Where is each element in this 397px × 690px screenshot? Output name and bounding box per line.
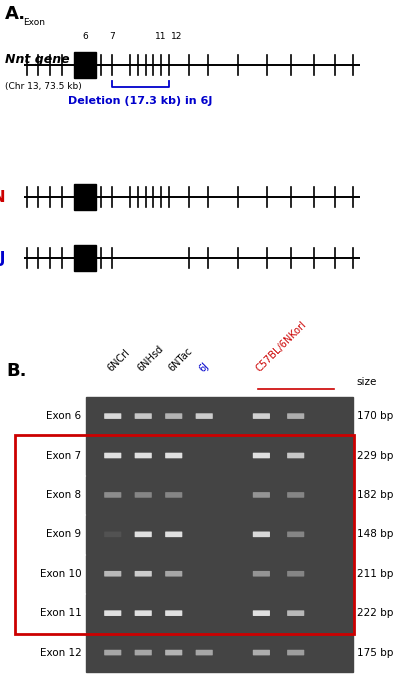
- Bar: [15, 435, 355, 633]
- FancyBboxPatch shape: [135, 492, 152, 497]
- Text: 229 bp: 229 bp: [357, 451, 394, 460]
- FancyBboxPatch shape: [104, 492, 121, 497]
- FancyBboxPatch shape: [135, 453, 152, 458]
- Text: 148 bp: 148 bp: [357, 529, 394, 540]
- Text: Exon 12: Exon 12: [40, 648, 81, 658]
- Text: 6J: 6J: [197, 360, 210, 374]
- Text: size: size: [357, 377, 377, 387]
- Text: B.: B.: [6, 362, 27, 380]
- FancyBboxPatch shape: [165, 571, 182, 577]
- FancyBboxPatch shape: [253, 611, 270, 616]
- Bar: [86, 555, 353, 593]
- Text: (Chr 13, 73.5 kb): (Chr 13, 73.5 kb): [5, 82, 82, 91]
- FancyBboxPatch shape: [196, 413, 213, 419]
- FancyBboxPatch shape: [135, 531, 152, 537]
- Bar: [73, 184, 96, 210]
- FancyBboxPatch shape: [165, 611, 182, 616]
- FancyBboxPatch shape: [165, 492, 182, 497]
- Text: 222 bp: 222 bp: [357, 608, 394, 618]
- FancyBboxPatch shape: [253, 531, 270, 537]
- Bar: [86, 397, 353, 435]
- Text: C57BL/6NKorl: C57BL/6NKorl: [254, 319, 308, 374]
- Text: Exon 7: Exon 7: [46, 451, 81, 460]
- Text: 12: 12: [171, 32, 183, 41]
- Text: 211 bp: 211 bp: [357, 569, 394, 579]
- Text: Nnt gene: Nnt gene: [5, 52, 69, 66]
- Text: 11: 11: [155, 32, 167, 41]
- Text: Exon 6: Exon 6: [46, 411, 81, 421]
- FancyBboxPatch shape: [165, 413, 182, 419]
- FancyBboxPatch shape: [253, 650, 270, 656]
- Text: Exon 11: Exon 11: [40, 608, 81, 618]
- Text: Deletion (17.3 kb) in 6J: Deletion (17.3 kb) in 6J: [68, 96, 213, 106]
- Text: Exon 10: Exon 10: [40, 569, 81, 579]
- FancyBboxPatch shape: [104, 650, 121, 656]
- FancyBboxPatch shape: [196, 650, 213, 656]
- FancyBboxPatch shape: [253, 453, 270, 458]
- FancyBboxPatch shape: [287, 453, 304, 458]
- Text: 6N: 6N: [0, 190, 5, 205]
- FancyBboxPatch shape: [253, 492, 270, 497]
- FancyBboxPatch shape: [135, 650, 152, 656]
- Text: 182 bp: 182 bp: [357, 490, 394, 500]
- FancyBboxPatch shape: [287, 531, 304, 537]
- Text: 6NCrl: 6NCrl: [106, 348, 132, 374]
- Text: Exon 9: Exon 9: [46, 529, 81, 540]
- Text: 6J: 6J: [0, 251, 5, 266]
- Text: 6: 6: [82, 32, 88, 41]
- FancyBboxPatch shape: [165, 650, 182, 656]
- Bar: [73, 246, 96, 271]
- Bar: [86, 436, 353, 475]
- Text: Exon: Exon: [23, 18, 45, 27]
- FancyBboxPatch shape: [287, 413, 304, 419]
- FancyBboxPatch shape: [253, 571, 270, 577]
- Text: 7: 7: [110, 32, 115, 41]
- FancyBboxPatch shape: [287, 650, 304, 656]
- Text: A.: A.: [5, 6, 26, 23]
- Bar: [86, 515, 353, 553]
- Bar: [73, 52, 96, 77]
- FancyBboxPatch shape: [253, 413, 270, 419]
- FancyBboxPatch shape: [104, 571, 121, 577]
- Bar: [86, 633, 353, 672]
- FancyBboxPatch shape: [287, 492, 304, 497]
- FancyBboxPatch shape: [135, 611, 152, 616]
- FancyBboxPatch shape: [165, 531, 182, 537]
- FancyBboxPatch shape: [104, 611, 121, 616]
- FancyBboxPatch shape: [104, 413, 121, 419]
- Text: 175 bp: 175 bp: [357, 648, 394, 658]
- Text: 6NHsd: 6NHsd: [136, 344, 166, 374]
- FancyBboxPatch shape: [135, 571, 152, 577]
- Text: 6NTac: 6NTac: [167, 346, 194, 374]
- Bar: [86, 475, 353, 514]
- FancyBboxPatch shape: [287, 571, 304, 577]
- Text: 170 bp: 170 bp: [357, 411, 394, 421]
- Text: Exon 8: Exon 8: [46, 490, 81, 500]
- FancyBboxPatch shape: [287, 611, 304, 616]
- FancyBboxPatch shape: [104, 531, 121, 537]
- Bar: [86, 594, 353, 632]
- FancyBboxPatch shape: [135, 413, 152, 419]
- FancyBboxPatch shape: [104, 453, 121, 458]
- FancyBboxPatch shape: [165, 453, 182, 458]
